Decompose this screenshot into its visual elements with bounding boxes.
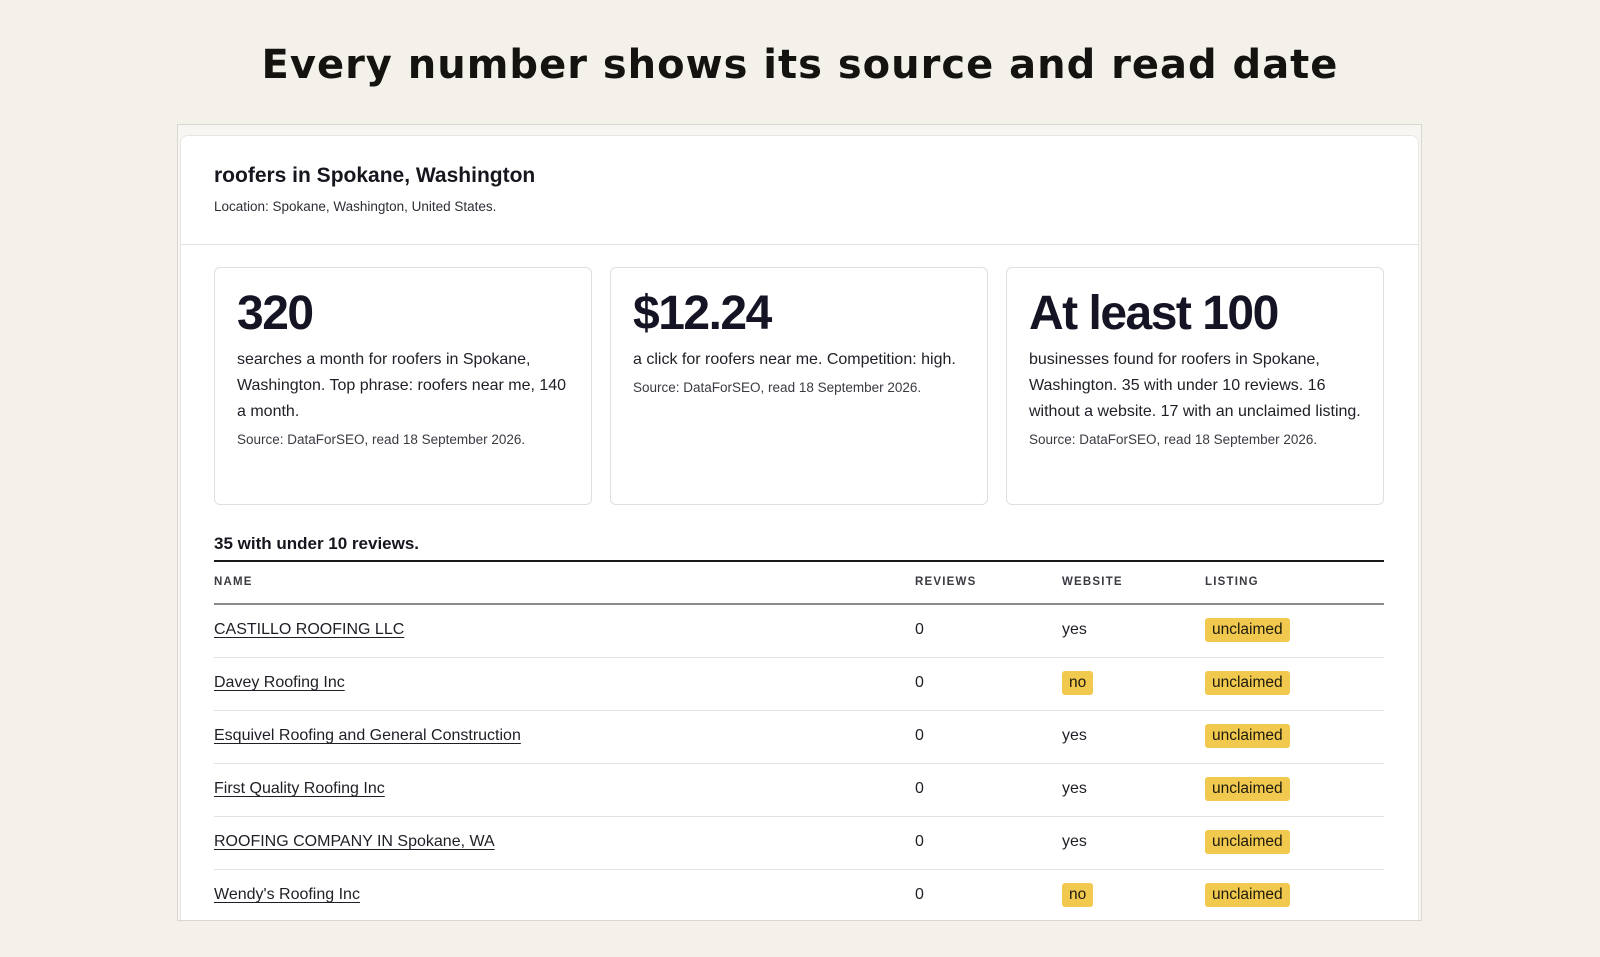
website-status-badge: no [1062, 671, 1094, 695]
table-row: First Quality Roofing Inc 0 yes unclaime… [214, 764, 1384, 817]
stat-card-searches: 320 searches a month for roofers in Spok… [214, 267, 592, 505]
listing-status-badge: unclaimed [1205, 671, 1290, 695]
table-row: Esquivel Roofing and General Constructio… [214, 711, 1384, 764]
listing-status-badge: unclaimed [1205, 777, 1290, 801]
stat-value: 320 [237, 287, 314, 340]
stat-description: a click for roofers near me. Competition… [633, 351, 956, 368]
stat-source: Source: DataForSEO, read 18 September 20… [1029, 432, 1318, 447]
business-name-link[interactable]: CASTILLO ROOFING LLC [214, 621, 405, 638]
stat-cards: 320 searches a month for roofers in Spok… [214, 267, 1384, 505]
column-header-name: NAME [214, 576, 253, 588]
business-name-link[interactable]: Esquivel Roofing and General Constructio… [214, 727, 521, 744]
business-name-link[interactable]: Davey Roofing Inc [214, 674, 345, 691]
location-label: Location: Spokane, Washington, United St… [214, 199, 497, 214]
website-status: yes [1062, 621, 1087, 638]
stat-value: $12.24 [633, 287, 772, 340]
stat-source: Source: DataForSEO, read 18 September 20… [633, 380, 922, 395]
panel-header: roofers in Spokane, Washington Location:… [181, 136, 1418, 245]
reviews-count: 0 [915, 886, 924, 903]
stat-source: Source: DataForSEO, read 18 September 20… [237, 432, 526, 447]
stat-card-cost-per-click: $12.24 a click for roofers near me. Comp… [610, 267, 988, 505]
website-status: yes [1062, 727, 1087, 744]
listing-status-badge: unclaimed [1205, 883, 1290, 907]
business-name-link[interactable]: ROOFING COMPANY IN Spokane, WA [214, 833, 495, 850]
business-table: NAME REVIEWS WEBSITE LISTING CASTILLO RO… [214, 560, 1384, 920]
report-panel: roofers in Spokane, Washington Location:… [180, 135, 1419, 920]
listing-status-badge: unclaimed [1205, 724, 1290, 748]
table-row: Davey Roofing Inc 0 no unclaimed [214, 658, 1384, 711]
reviews-count: 0 [915, 833, 924, 850]
reviews-count: 0 [915, 780, 924, 797]
website-status: yes [1062, 780, 1087, 797]
website-status: yes [1062, 833, 1087, 850]
table-row: CASTILLO ROOFING LLC 0 yes unclaimed [214, 605, 1384, 658]
listing-status-badge: unclaimed [1205, 618, 1290, 642]
column-header-listing: LISTING [1205, 576, 1259, 588]
listing-status-badge: unclaimed [1205, 830, 1290, 854]
reviews-count: 0 [915, 674, 924, 691]
website-status-badge: no [1062, 883, 1094, 907]
reviews-count: 0 [915, 621, 924, 638]
screenshot-frame: roofers in Spokane, Washington Location:… [177, 124, 1422, 921]
stat-card-businesses: At least 100 businesses found for roofer… [1006, 267, 1384, 505]
business-name-link[interactable]: First Quality Roofing Inc [214, 780, 385, 797]
report-title: roofers in Spokane, Washington [214, 164, 536, 187]
stat-description: businesses found for roofers in Spokane,… [1029, 351, 1361, 420]
column-header-reviews: REVIEWS [915, 576, 977, 588]
stat-value: At least 100 [1029, 287, 1279, 340]
stat-description: searches a month for roofers in Spokane,… [237, 351, 567, 420]
business-name-link[interactable]: Wendy's Roofing Inc [214, 886, 360, 903]
table-row: ROOFING COMPANY IN Spokane, WA 0 yes unc… [214, 817, 1384, 870]
page-headline: Every number shows its source and read d… [261, 42, 1339, 88]
reviews-count: 0 [915, 727, 924, 744]
table-row: Wendy's Roofing Inc 0 no unclaimed [214, 870, 1384, 920]
table-header: NAME REVIEWS WEBSITE LISTING [214, 562, 1384, 605]
table-title: 35 with under 10 reviews. [214, 534, 420, 553]
column-header-website: WEBSITE [1062, 576, 1123, 588]
